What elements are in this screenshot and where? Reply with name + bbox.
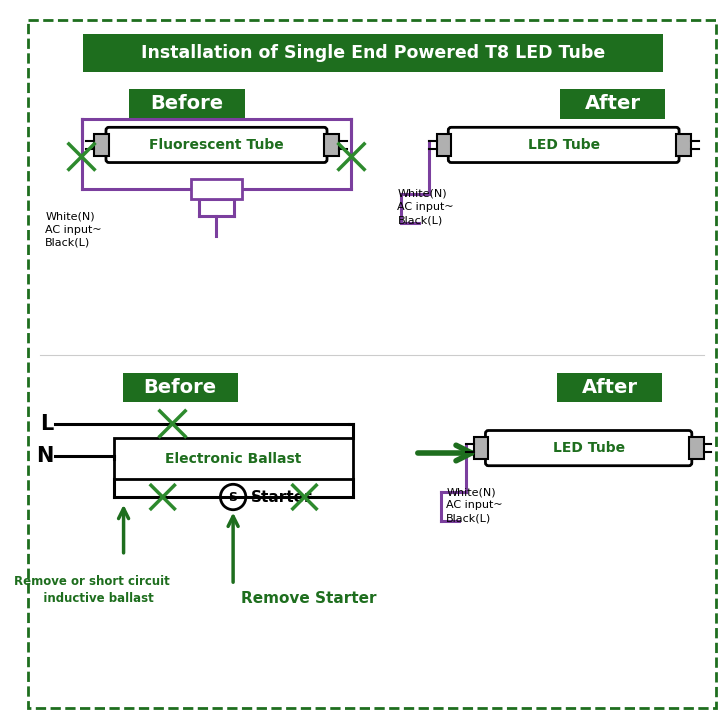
- Bar: [676, 134, 691, 156]
- Text: After: After: [585, 95, 641, 114]
- Bar: [94, 134, 109, 156]
- Bar: [191, 179, 242, 199]
- Text: Before: Before: [143, 378, 217, 397]
- Text: LED Tube: LED Tube: [553, 441, 625, 455]
- Text: Remove Starter: Remove Starter: [241, 591, 376, 606]
- Text: S: S: [229, 491, 237, 504]
- Bar: [130, 89, 245, 119]
- Text: After: After: [582, 378, 638, 397]
- FancyBboxPatch shape: [486, 430, 692, 466]
- Text: Remove or short circuit
   inductive ballast: Remove or short circuit inductive ballas…: [15, 575, 170, 605]
- Text: LED Tube: LED Tube: [528, 138, 600, 152]
- Bar: [82, 34, 663, 71]
- Bar: [324, 134, 339, 156]
- Bar: [689, 438, 703, 459]
- Text: Installation of Single End Powered T8 LED Tube: Installation of Single End Powered T8 LE…: [141, 44, 605, 62]
- Bar: [560, 89, 665, 119]
- Bar: [437, 134, 451, 156]
- FancyBboxPatch shape: [106, 127, 327, 162]
- Text: Starter: Starter: [250, 489, 312, 505]
- Text: N: N: [36, 446, 53, 466]
- Bar: [114, 438, 353, 480]
- Text: L: L: [40, 414, 53, 434]
- Text: White(N)
AC input~
Black(L): White(N) AC input~ Black(L): [45, 211, 102, 248]
- FancyBboxPatch shape: [448, 127, 679, 162]
- Bar: [557, 373, 662, 402]
- Bar: [122, 373, 238, 402]
- Text: White(N)
AC input~
Black(L): White(N) AC input~ Black(L): [446, 487, 503, 523]
- Bar: [474, 438, 488, 459]
- Text: Before: Before: [151, 95, 223, 114]
- Text: Electronic Ballast: Electronic Ballast: [165, 452, 302, 466]
- Text: White(N)
AC input~
Black(L): White(N) AC input~ Black(L): [397, 189, 454, 226]
- Text: Fluorescent Tube: Fluorescent Tube: [149, 138, 284, 152]
